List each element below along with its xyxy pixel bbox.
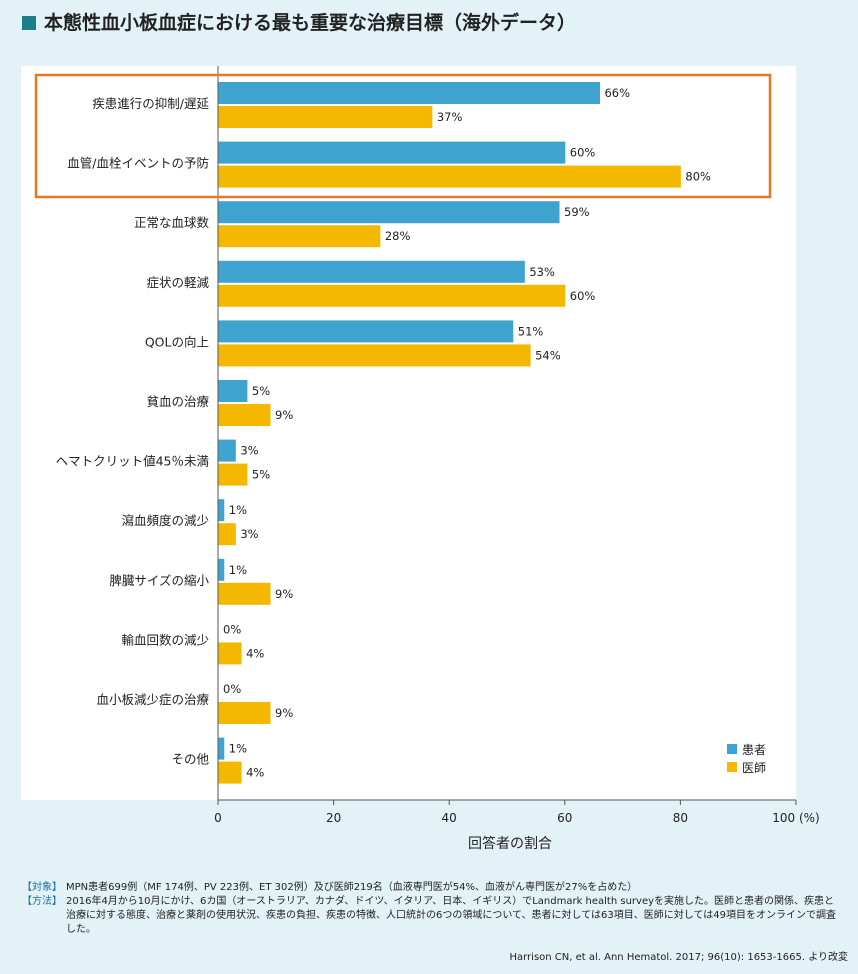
category-label: 血管/血栓イベントの予防 [67, 156, 209, 171]
category-label: 正常な血球数 [134, 215, 210, 230]
note-methods: 【方法】 2016年4月から10月にかけ、6カ国（オーストラリア、カナダ、ドイツ、… [22, 895, 842, 937]
data-label: 3% [240, 444, 258, 458]
bar-physician [218, 642, 242, 665]
legend-swatch [727, 744, 737, 754]
bar-patient [218, 82, 600, 104]
x-tick-label: 0 [214, 811, 222, 825]
data-label: 9% [275, 587, 293, 601]
data-label: 59% [564, 205, 590, 219]
bar-physician [218, 106, 433, 128]
bar-physician [218, 761, 242, 784]
x-axis-title: 回答者の割合 [468, 836, 552, 852]
data-label: 54% [535, 348, 561, 362]
category-label: 症状の軽減 [146, 275, 209, 290]
data-label: 53% [529, 265, 555, 279]
data-label: 37% [437, 110, 463, 124]
x-tick-label: 40 [442, 811, 457, 825]
bar-physician [218, 582, 271, 605]
note-tag: 【対象】 [22, 882, 62, 893]
data-label: 4% [246, 766, 264, 780]
bar-patient [218, 260, 525, 283]
data-label: 0% [223, 682, 241, 696]
category-label: 貧血の治療 [146, 394, 209, 409]
data-label: 3% [240, 527, 258, 541]
category-label: ヘマトクリット値45％未満 [56, 454, 209, 469]
page-title: 本態性血小板血症における最も重要な治療目標（海外データ） [22, 8, 576, 35]
data-label: 28% [385, 229, 411, 243]
legend-swatch [727, 762, 737, 772]
data-label: 4% [246, 646, 264, 660]
data-label: 9% [275, 706, 293, 720]
bar-physician [218, 404, 271, 426]
bar-patient [218, 201, 560, 224]
notes: 【対象】 MPN患者699例（MF 174例、PV 223例、ET 302例）及び… [22, 881, 842, 937]
bar-patient [218, 558, 225, 581]
data-label: 5% [252, 468, 270, 482]
bar-physician [218, 284, 566, 307]
x-tick-label: 20 [326, 811, 341, 825]
category-label: 輸血回数の減少 [121, 632, 209, 647]
note-subjects: 【対象】 MPN患者699例（MF 174例、PV 223例、ET 302例）及び… [22, 881, 842, 895]
bar-physician [218, 165, 681, 188]
bar-physician [218, 702, 271, 724]
category-label: QOLの向上 [145, 334, 209, 349]
data-label: 60% [570, 146, 596, 160]
category-label: その他 [171, 752, 209, 767]
bar-patient [218, 737, 225, 760]
data-label: 60% [570, 289, 596, 303]
bar-physician [218, 344, 531, 367]
category-label: 瀉血頻度の減少 [121, 513, 209, 528]
highlight-box [34, 73, 772, 199]
plot-panel [21, 66, 796, 800]
bar-patient [218, 141, 566, 164]
bar-physician [218, 523, 236, 546]
bar-patient [218, 439, 236, 462]
data-label: 80% [685, 170, 711, 184]
data-label: 66% [604, 86, 630, 100]
data-label: 0% [223, 622, 241, 636]
title-text: 本態性血小板血症における最も重要な治療目標（海外データ） [44, 12, 577, 34]
category-label: 脾臓サイズの縮小 [109, 573, 209, 588]
data-label: 5% [252, 384, 270, 398]
bar-patient [218, 499, 225, 522]
legend-label: 患者 [742, 743, 766, 757]
category-label: 疾患進行の抑制/遅延 [92, 96, 209, 111]
legend-label: 医師 [742, 761, 766, 775]
data-label: 51% [518, 324, 544, 338]
x-tick-label: 100 (%) [772, 811, 819, 825]
data-label: 1% [229, 742, 247, 756]
note-tag: 【方法】 [22, 896, 62, 907]
citation: Harrison CN, et al. Ann Hematol. 2017; 9… [509, 952, 848, 963]
x-tick-label: 80 [673, 811, 688, 825]
x-tick-label: 60 [557, 811, 572, 825]
data-label: 1% [229, 503, 247, 517]
data-label: 9% [275, 408, 293, 422]
title-square-icon [22, 16, 36, 30]
note-text: 2016年4月から10月にかけ、6カ国（オーストラリア、カナダ、ドイツ、イタリア… [66, 896, 837, 935]
bar-physician [218, 225, 381, 248]
category-label: 血小板減少症の治療 [96, 692, 209, 707]
bar-physician [218, 463, 248, 486]
data-label: 1% [229, 563, 247, 577]
note-text: MPN患者699例（MF 174例、PV 223例、ET 302例）及び医師21… [66, 882, 638, 893]
bar-patient [218, 380, 248, 402]
bar-patient [218, 320, 514, 343]
